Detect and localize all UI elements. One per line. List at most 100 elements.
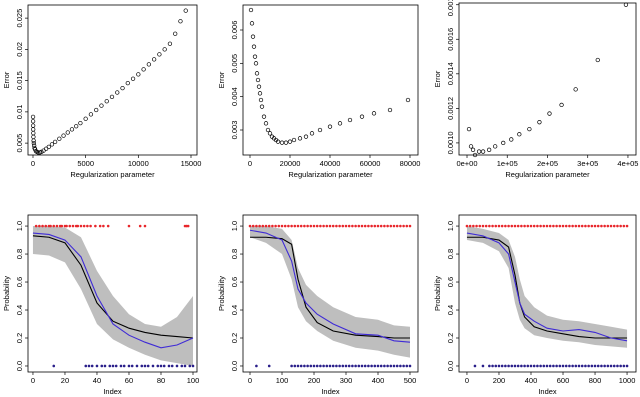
y-tick-label: 0.015 [15, 71, 24, 90]
point [373, 224, 377, 228]
point [109, 94, 115, 100]
panel: 0e+00 1e+05 2e+05 3e+05 4e+05 0.0010 0.0012 0.0… [433, 0, 639, 179]
x-tick-label: 0 [248, 159, 252, 168]
point [267, 364, 271, 368]
point [125, 80, 130, 86]
point [317, 127, 323, 133]
point [504, 364, 507, 368]
point [279, 140, 285, 145]
point [44, 224, 48, 228]
x-tick-label: 10000 [128, 159, 149, 168]
y-tick-label: 0.006 [230, 21, 239, 40]
point [255, 224, 258, 228]
y-tick-label: 1.0 [230, 221, 239, 231]
point [254, 71, 260, 76]
point [250, 34, 256, 39]
point [322, 224, 325, 228]
point [183, 364, 187, 368]
point [79, 224, 83, 228]
point [561, 224, 565, 228]
panel: 0 100 200 300 400 500 0.0 0.2 0.4 0.6 0.8 1.0 Index P… [217, 214, 419, 396]
point [52, 224, 56, 228]
point [555, 364, 558, 368]
point [52, 139, 58, 145]
point [291, 137, 297, 143]
point [571, 224, 574, 228]
point [395, 364, 399, 368]
point [465, 224, 469, 228]
point [623, 2, 629, 7]
x-tick-label: 20 [61, 376, 69, 385]
point [548, 224, 552, 228]
point [115, 90, 120, 95]
point [359, 114, 365, 119]
point [386, 364, 389, 368]
x-tick-label: 0 [31, 159, 35, 168]
point [162, 364, 166, 368]
point [536, 224, 539, 228]
point [510, 224, 514, 228]
point [261, 114, 267, 119]
point [373, 364, 377, 368]
point [571, 364, 574, 368]
point [82, 224, 86, 228]
point [587, 224, 590, 228]
point [494, 364, 498, 368]
point [488, 224, 491, 228]
plot-frame [242, 4, 419, 156]
y-tick-label: 1.0 [15, 221, 24, 231]
point [402, 364, 405, 368]
point [590, 224, 594, 228]
point [520, 364, 523, 368]
point [500, 224, 504, 228]
point [127, 224, 131, 228]
x-tick-label: 0 [465, 376, 469, 385]
point [151, 364, 155, 368]
y-tick-label: 0.6 [15, 277, 24, 287]
y-axis-label: Error [217, 71, 226, 88]
plot-frame [242, 214, 419, 373]
x-tick-label: 80000 [400, 159, 421, 168]
point [537, 120, 542, 125]
point [283, 140, 289, 145]
point [39, 149, 44, 155]
point [545, 364, 549, 368]
point [136, 72, 141, 77]
plot-frame [458, 214, 637, 373]
point [354, 224, 357, 228]
point [555, 224, 558, 228]
y-tick-label: 0.8 [230, 249, 239, 259]
point [87, 364, 91, 368]
point [408, 364, 412, 368]
y-tick-label: 0.025 [15, 9, 24, 28]
y-tick-label: 0.02 [15, 42, 24, 57]
point [389, 224, 393, 228]
point [609, 224, 613, 228]
point [335, 224, 338, 228]
point [529, 364, 533, 368]
point [49, 224, 52, 228]
point [102, 224, 105, 228]
x-tick-label: 200 [308, 376, 321, 385]
point [595, 57, 600, 63]
x-tick-label: 800 [589, 376, 602, 385]
point [30, 119, 36, 124]
point [376, 224, 380, 228]
point [376, 364, 380, 368]
y-tick-label: 0.8 [15, 249, 24, 259]
point [90, 364, 94, 368]
point [327, 124, 333, 129]
point [188, 364, 192, 368]
point [46, 144, 51, 150]
point [593, 364, 597, 368]
point [344, 224, 348, 228]
point [491, 364, 494, 368]
x-tick-label: 100 [187, 376, 200, 385]
y-tick-label: 0.0012 [446, 97, 455, 120]
point [523, 364, 526, 368]
point [619, 224, 622, 228]
point [347, 364, 351, 368]
y-tick-label: 0.0018 [446, 0, 455, 16]
y-tick-label: 0.8 [446, 249, 455, 259]
x-tick-label: 3e+05 [577, 159, 598, 168]
